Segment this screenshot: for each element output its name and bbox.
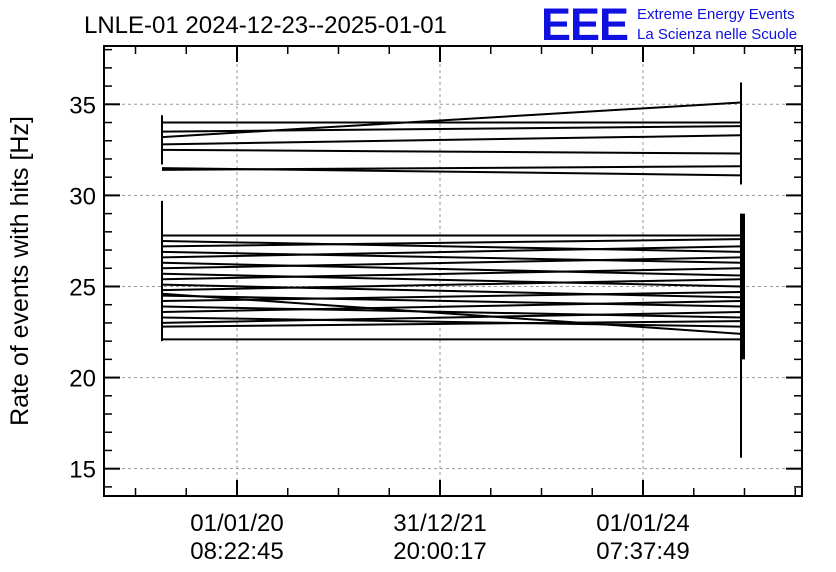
x-tick-date-label: 01/01/24 — [596, 510, 689, 537]
data-segment — [161, 292, 742, 335]
data-segment — [161, 320, 742, 328]
x-tick-time-label: 20:00:17 — [393, 538, 486, 565]
y-tick-label: 20 — [69, 366, 96, 393]
data-segment — [161, 300, 742, 313]
data-segment — [161, 261, 742, 277]
x-tick-date-label: 01/01/20 — [190, 510, 283, 537]
eee-logo-mark: EEE — [541, 0, 628, 50]
data-segment — [161, 272, 742, 288]
data-segment — [161, 101, 742, 139]
data-segment — [161, 316, 742, 328]
logo-line-2: La Scienza nelle Scuole — [637, 26, 797, 43]
grid — [104, 46, 802, 496]
data-segment — [161, 125, 742, 133]
eee-logo: EEE Extreme Energy Events La Scienza nel… — [541, 0, 797, 50]
data-segment — [161, 238, 742, 248]
data-segment — [161, 294, 742, 308]
data-segment — [161, 283, 742, 299]
y-tick-label: 35 — [69, 92, 96, 119]
y-tick-label: 25 — [69, 274, 96, 301]
y-axis-label: Rate of events with hits [Hz] — [6, 116, 34, 426]
data-segment — [161, 165, 742, 171]
data-segment — [161, 278, 742, 292]
data-lines — [161, 82, 745, 458]
data-segment — [161, 239, 742, 253]
data-segment — [161, 148, 742, 155]
data-segment — [161, 245, 742, 259]
data-segment — [161, 267, 742, 281]
x-tick-date-label: 31/12/21 — [393, 510, 486, 537]
data-segment — [161, 256, 742, 270]
x-tick-time-label: 08:22:45 — [190, 538, 283, 565]
data-segment — [161, 134, 742, 146]
data-segment — [161, 250, 742, 264]
data-segment — [161, 305, 742, 319]
chart-title: LNLE-01 2024-12-23--2025-01-01 — [84, 12, 447, 39]
y-tick-label: 30 — [69, 183, 96, 210]
plot-frame — [103, 45, 803, 497]
data-segment — [161, 310, 742, 324]
axis-ticks — [104, 46, 802, 496]
x-tick-time-label: 07:37:49 — [596, 538, 689, 565]
y-tick-label: 15 — [69, 457, 96, 484]
logo-line-1: Extreme Energy Events — [637, 6, 795, 23]
